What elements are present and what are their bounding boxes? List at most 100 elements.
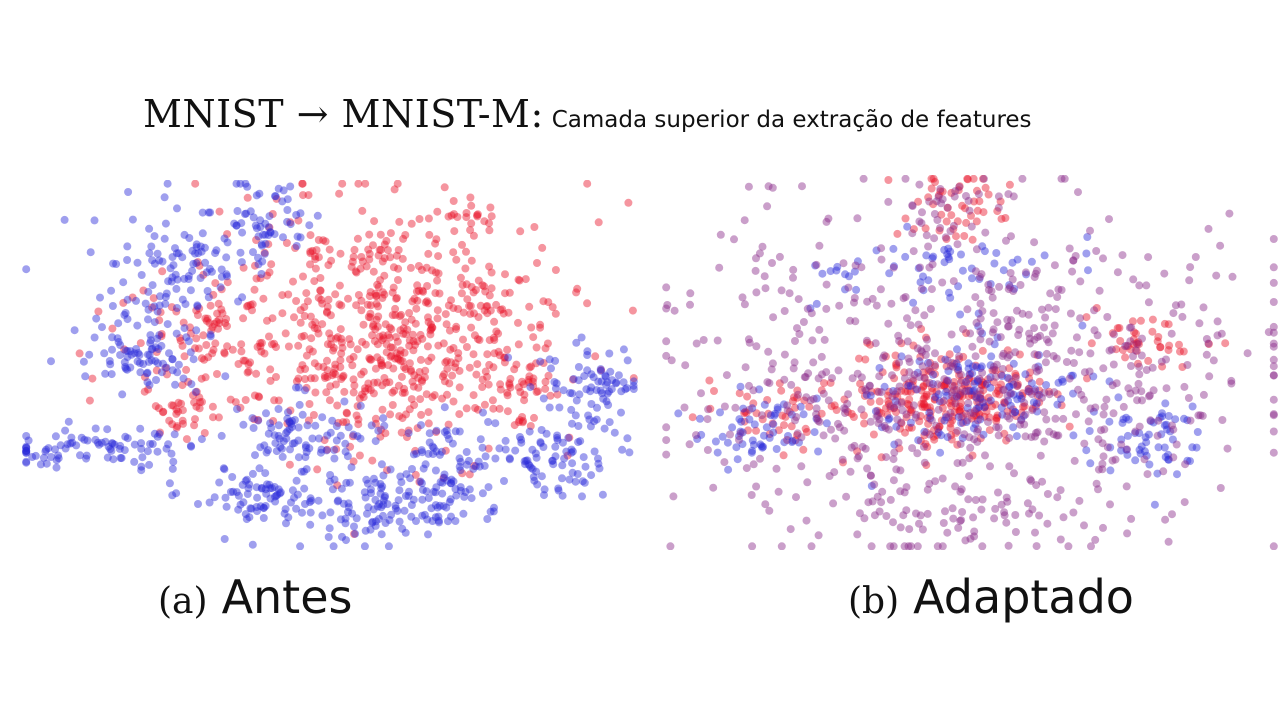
scatter-point: [738, 440, 747, 449]
scatter-point: [292, 242, 301, 250]
scatter-point: [424, 249, 433, 258]
scatter-point: [889, 542, 898, 550]
scatter-point: [686, 289, 695, 298]
scatter-point: [1138, 334, 1146, 343]
scatter-point: [257, 270, 266, 278]
scatter-point: [1127, 362, 1135, 370]
scatter-point: [1042, 415, 1051, 424]
scatter-point: [1009, 405, 1017, 414]
scatter-point: [355, 451, 364, 460]
scatter-point: [356, 434, 365, 443]
scatter-point: [195, 261, 204, 270]
scatter-point: [555, 403, 564, 412]
scatter-point: [740, 409, 749, 417]
scatter-point: [253, 507, 261, 516]
scatter-point: [363, 479, 372, 488]
scatter-point: [238, 293, 247, 302]
scatter-point: [385, 378, 394, 387]
scatter-point: [151, 357, 160, 366]
scatter-point: [971, 267, 980, 276]
scatter-point: [483, 350, 492, 359]
scatter-point: [257, 484, 266, 493]
scatter-point: [720, 402, 729, 411]
scatter-point: [399, 234, 408, 243]
scatter-point: [168, 355, 177, 364]
scatter-point: [1136, 449, 1145, 458]
scatter-point: [544, 371, 553, 380]
scatter-point: [265, 480, 274, 489]
scatter-point: [951, 482, 960, 491]
scatter-point: [259, 514, 268, 522]
scatter-point: [529, 374, 538, 383]
scatter-point: [455, 454, 464, 463]
scatter-point: [540, 491, 548, 500]
scatter-point: [892, 465, 901, 474]
scatter-point: [1031, 402, 1040, 411]
scatter-point: [130, 349, 139, 358]
scatter-point: [121, 309, 130, 317]
scatter-point: [862, 386, 871, 395]
scatter-point: [318, 413, 327, 422]
scatter-point: [1069, 256, 1078, 265]
scatter-point: [973, 186, 981, 195]
scatter-point: [22, 457, 31, 466]
scatter-point: [278, 309, 287, 318]
scatter-point: [532, 453, 541, 462]
scatter-point: [574, 438, 583, 447]
scatter-point: [978, 329, 987, 338]
scatter-point: [901, 252, 910, 261]
scatter-point: [1106, 443, 1115, 452]
scatter-point: [762, 423, 771, 432]
scatter-point: [214, 413, 223, 422]
scatter-point: [1269, 298, 1278, 306]
scatter-point: [91, 435, 100, 444]
scatter-point: [379, 500, 388, 509]
scatter-point: [146, 331, 155, 340]
scatter-point: [352, 301, 361, 310]
scatter-point: [1074, 385, 1083, 394]
scatter-point: [622, 384, 631, 393]
scatter-point: [465, 302, 474, 310]
scatter-point: [1057, 395, 1066, 404]
scatter-point: [417, 266, 426, 274]
scatter-point: [39, 453, 48, 462]
scatter-point: [354, 291, 363, 299]
scatter-point: [334, 496, 343, 505]
scatter-point: [1148, 315, 1157, 324]
scatter-point: [986, 280, 995, 288]
scatter-point: [612, 378, 621, 387]
scatter-point: [866, 471, 875, 480]
scatter-point: [443, 390, 451, 399]
scatter-point: [1053, 400, 1062, 409]
scatter-point: [901, 175, 910, 183]
scatter-point: [467, 494, 476, 503]
scatter-point: [370, 337, 379, 346]
scatter-point: [52, 456, 61, 465]
scatter-point: [248, 414, 257, 423]
scatter-point: [581, 462, 590, 471]
scatter-point: [1137, 387, 1146, 396]
scatter-point: [444, 435, 453, 443]
scatter-point: [817, 352, 826, 361]
scatter-point: [495, 404, 504, 413]
scatter-point: [395, 412, 404, 421]
scatter-point: [159, 408, 167, 417]
scatter-point: [424, 408, 433, 417]
scatter-point: [593, 403, 601, 412]
scatter-point: [693, 435, 702, 443]
scatter-point: [1004, 541, 1013, 550]
scatter-point: [977, 395, 986, 403]
scatter-point: [394, 381, 403, 390]
scatter-point: [893, 392, 902, 401]
scatter-point: [958, 508, 967, 516]
scatter-point: [296, 542, 305, 550]
scatter-point: [241, 510, 250, 519]
scatter-point: [1044, 303, 1053, 312]
scatter-point: [995, 282, 1004, 291]
scatter-point: [934, 425, 943, 433]
scatter-point: [1164, 455, 1173, 464]
scatter-point: [449, 344, 458, 352]
scatter-point: [315, 434, 323, 443]
scatter-point: [380, 374, 389, 382]
scatter-point: [474, 276, 483, 285]
